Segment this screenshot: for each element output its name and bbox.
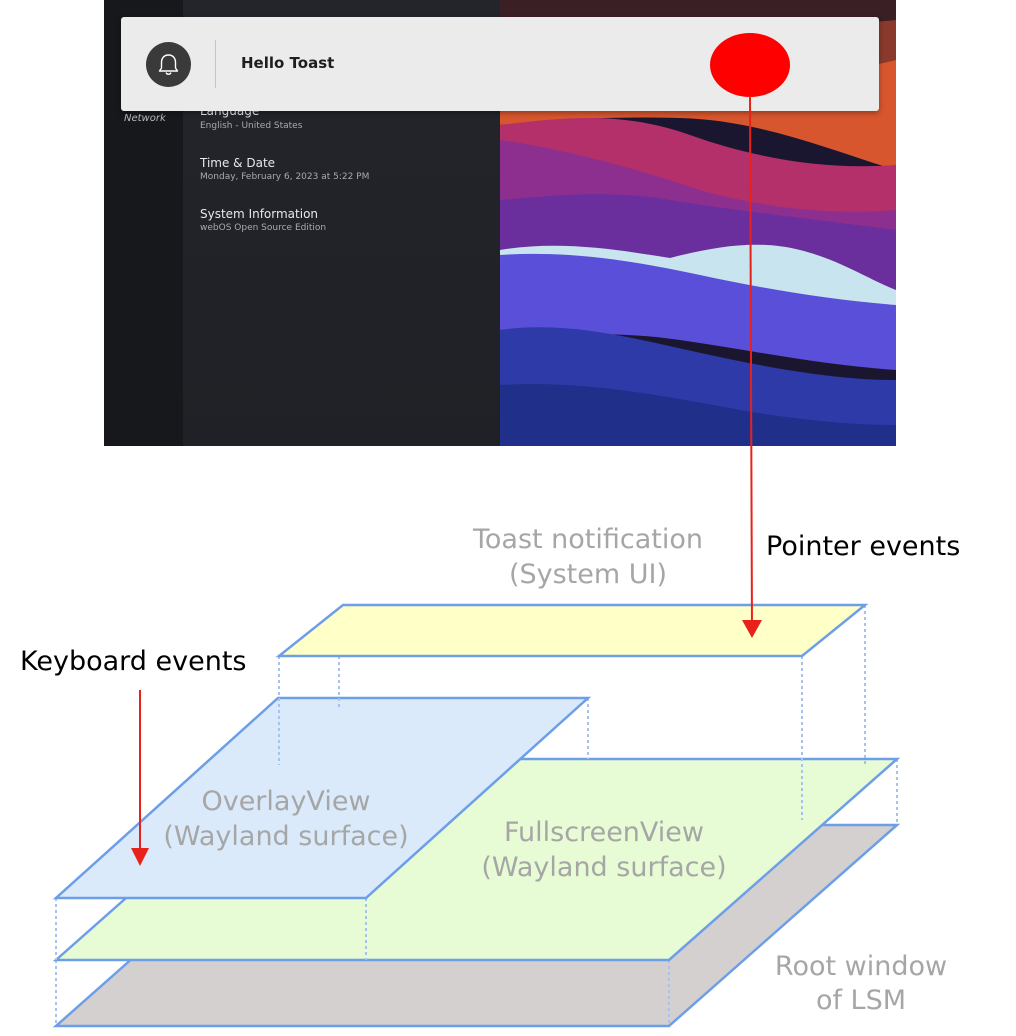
nav-item-network[interactable]: Network: [124, 113, 166, 124]
keyboard-events-label: Keyboard events: [20, 646, 246, 677]
setting-language-value: English - United States: [200, 121, 303, 131]
toast-connectors: [278, 605, 866, 820]
setting-language-title[interactable]: Language: [200, 104, 260, 118]
bell-icon: [146, 42, 191, 87]
root-layer-label-1: Root window: [775, 951, 947, 982]
root-layer-label-2: of LSM: [816, 985, 906, 1016]
pointer-arrowhead: [742, 620, 762, 638]
setting-system-info-title[interactable]: System Information: [200, 207, 319, 221]
overlay-view-layer: [52, 696, 592, 900]
pointer-events-arrow: [749, 95, 753, 633]
toast-notification-layer: [275, 603, 869, 658]
root-connectors: [55, 759, 898, 1026]
setting-time-date-title[interactable]: Time & Date: [200, 156, 276, 170]
overlay-connectors: [55, 698, 589, 960]
setting-time-date-value: Monday, February 6, 2023 at 5:22 PM: [200, 172, 370, 182]
fullscreen-layer-label-1: FullscreenView: [504, 817, 704, 848]
overlay-layer-label-1: OverlayView: [201, 786, 370, 817]
fullscreen-layer-label-2: (Wayland surface): [481, 852, 726, 883]
pointer-events-label: Pointer events: [766, 531, 960, 562]
toast-layer-label-1: Toast notification: [472, 524, 703, 555]
toast-message: Hello Toast: [241, 54, 335, 72]
keyboard-arrowhead: [131, 848, 149, 866]
overlay-layer-label-2: (Wayland surface): [163, 821, 408, 852]
toast-layer-label-2: (System UI): [509, 559, 667, 590]
toast-divider: [215, 40, 216, 88]
pointer-marker: [710, 33, 790, 97]
setting-system-info-value: webOS Open Source Edition: [200, 223, 327, 233]
